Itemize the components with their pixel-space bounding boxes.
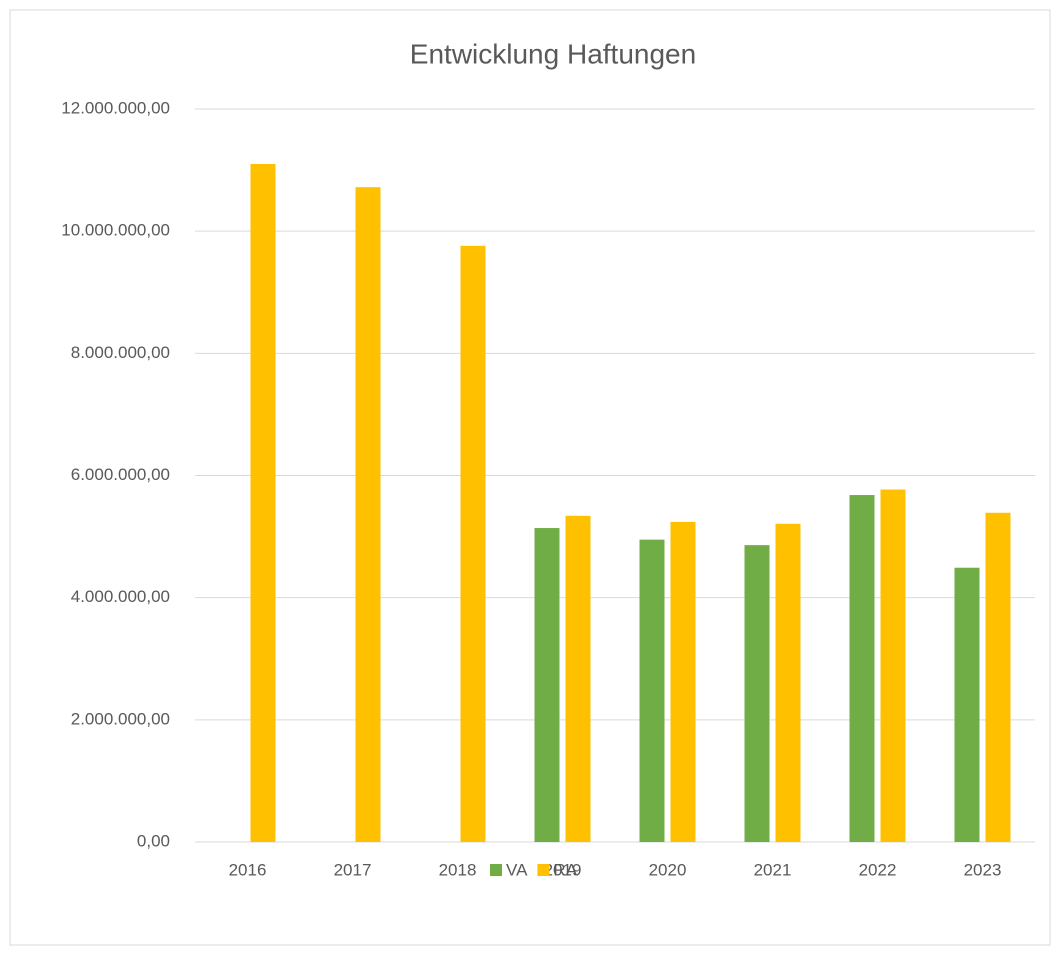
bar: [849, 495, 875, 842]
legend-swatch: [537, 864, 550, 876]
y-tick-label: 12.000.000,00: [61, 98, 170, 117]
y-tick-label: 0,00: [137, 831, 170, 850]
y-tick-label: 4.000.000,00: [71, 587, 170, 606]
x-tick-label: 2022: [859, 860, 897, 879]
bar: [954, 567, 980, 842]
bar: [985, 512, 1011, 842]
x-tick-label: 2019: [544, 860, 582, 879]
x-tick-label: 2023: [964, 860, 1002, 879]
bar: [880, 489, 906, 842]
legend-swatch: [490, 864, 502, 876]
bar: [639, 539, 665, 842]
y-tick-label: 8.000.000,00: [71, 343, 170, 362]
y-tick-label: 6.000.000,00: [71, 465, 170, 484]
bar: [775, 523, 801, 842]
x-tick-label: 2021: [754, 860, 792, 879]
chart-border: [9, 9, 1051, 946]
legend-label: RA: [553, 860, 577, 879]
bar: [460, 245, 486, 842]
chart-title: Entwicklung Haftungen: [410, 38, 696, 69]
y-tick-label: 10.000.000,00: [61, 221, 170, 240]
bar: [250, 163, 276, 843]
bar: [670, 521, 696, 842]
bar: [744, 545, 770, 842]
legend-label: VA: [506, 860, 528, 879]
x-tick-label: 2017: [334, 860, 372, 879]
bar: [355, 187, 381, 843]
x-tick-label: 2018: [439, 860, 477, 879]
bar: [534, 528, 560, 842]
x-tick-label: 2016: [229, 860, 267, 879]
bar: [565, 515, 591, 842]
y-tick-label: 2.000.000,00: [71, 709, 170, 728]
x-tick-label: 2020: [649, 860, 687, 879]
